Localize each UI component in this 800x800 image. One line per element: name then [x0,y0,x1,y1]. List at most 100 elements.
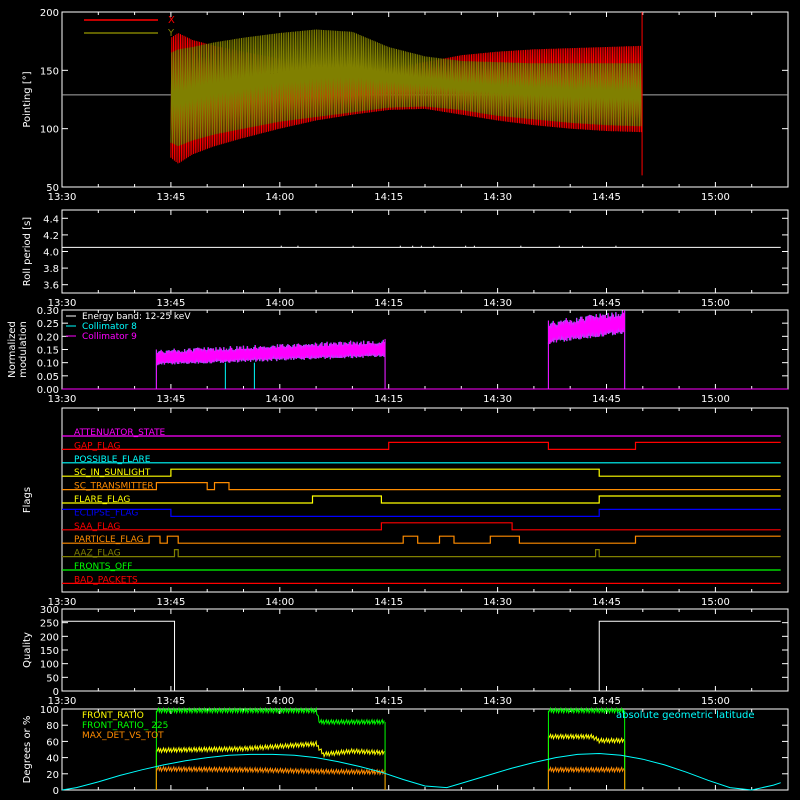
series-line-Collimator-9 [156,339,386,366]
series-line-latitude [61,752,781,791]
y-tick-label: 3.6 [43,281,59,292]
x-tick-label: 14:00 [265,696,294,707]
y-axis-label: Normalized [7,321,18,378]
x-tick-label: 14:30 [483,192,512,203]
x-tick-label: 14:15 [374,597,403,608]
flag-label-SAA_FLAG: SAA_FLAG [74,522,120,532]
y-tick-label: 0.15 [37,346,59,357]
flag-label-POSSIBLE_FLARE: POSSIBLE_FLARE [74,455,151,465]
y-tick-label: 0 [53,687,59,698]
flag-line-SAA_FLAG [62,522,781,531]
flag-label-SC_TRANSMITTER: SC_TRANSMITTER [74,482,154,492]
x-tick-label: 14:30 [483,298,512,309]
series-line-FRONT_RATIO_-225 [547,706,625,715]
x-tick-label: 13:30 [48,597,77,608]
legend-label: FRONT_RATIO [82,711,144,721]
x-tick-label: 13:30 [48,696,77,707]
x-tick-label: 14:45 [592,394,621,405]
x-tick-label: 14:00 [265,394,294,405]
y-tick-label: 0 [53,786,59,797]
flag-line-PARTICLE_FLAG [62,535,781,544]
y-axis-label: modulation [18,321,29,378]
panel-roll: 13:30 13:45 14:00 14:15 14:30 14:45 15:00 3.6 3.… [22,209,789,309]
x-tick-label: 13:30 [48,394,77,405]
series-line-FRONT_RATIO [155,739,385,759]
flag-line-AAZ_FLAG [62,548,781,558]
x-tick-label: 13:30 [48,192,77,203]
y-tick-label: 0.30 [37,306,59,317]
y-tick-label: 200 [40,8,59,19]
y-tick-label: 0.00 [37,385,59,396]
x-tick-label: 15:00 [701,597,730,608]
flag-line-GAP_FLAG [62,441,781,450]
x-tick-label: 14:15 [374,394,403,405]
flag-label-PARTICLE_FLAG: PARTICLE_FLAG [74,535,144,545]
series-line-MAX_DET_VS_TOT [547,766,625,774]
y-tick-label: 100 [40,660,59,671]
flag-label-SC_IN_SUNLIGHT: SC_IN_SUNLIGHT [74,468,151,478]
x-tick-label: 14:30 [483,394,512,405]
x-tick-label: 13:45 [156,192,185,203]
y-tick-label: 0.05 [37,372,59,383]
flag-line-SC_IN_SUNLIGHT [62,468,781,477]
legend-label-Y: Y [167,28,175,39]
series-line-FRONT_RATIO [547,732,625,745]
x-tick-label: 14:45 [592,192,621,203]
x-tick-label: 14:15 [374,192,403,203]
series-line-quality [62,620,781,692]
y-tick-label: 200 [40,632,59,643]
x-tick-label: 15:00 [701,192,730,203]
x-tick-label: 14:30 [483,597,512,608]
flag-label-GAP_FLAG: GAP_FLAG [74,441,120,451]
legend-label: Collimator 8 [82,322,137,332]
panel-ratios: 0 20 40 60 80 100 Degrees or % FRONT_RATIOFRONT… [22,705,789,797]
y-tick-label: 50 [46,673,59,684]
panel-quality: 13:30 13:45 14:00 14:15 14:30 14:45 15:00 0 50 10… [22,605,789,707]
latitude-annotation: absolute geometric latitude [616,710,755,721]
legend-label: Energy band: 12-25 keV [82,312,191,322]
y-tick-label: 40 [46,754,59,765]
y-axis-label: Flags [22,487,33,513]
legend-label: FRONT_RATIO_ 225 [82,721,168,731]
x-tick-label: 13:30 [48,298,77,309]
flag-label-FLARE_FLAG: FLARE_FLAG [74,495,130,505]
y-tick-label: 4.4 [43,214,59,225]
flag-label-ECLIPSE_FLAG: ECLIPSE_FLAG [74,508,138,518]
flag-line-ECLIPSE_FLAG [62,508,781,518]
y-tick-label: 20 [46,770,59,781]
x-tick-label: 14:15 [374,696,403,707]
flag-line-FLARE_FLAG [62,495,781,504]
flag-line-SC_TRANSMITTER [62,482,781,491]
x-tick-label: 14:30 [483,696,512,707]
x-tick-label: 14:00 [265,298,294,309]
y-axis-label: Degrees or % [22,716,33,784]
y-tick-label: 0.25 [37,319,59,330]
x-tick-label: 14:45 [592,597,621,608]
y-tick-label: 100 [40,125,59,136]
x-tick-label: 14:15 [374,298,403,309]
x-tick-label: 13:45 [156,696,185,707]
y-tick-label: 150 [40,646,59,657]
y-tick-label: 3.8 [43,264,59,275]
y-tick-label: 50 [46,183,59,194]
y-tick-label: 100 [40,705,59,716]
panel-modulation: 13:30 13:45 14:00 14:15 14:30 14:45 15:00 0.00 0… [7,306,789,405]
series-line-Y [170,29,642,147]
y-tick-label: 300 [40,605,59,616]
x-tick-label: 13:45 [156,394,185,405]
flag-label-AAZ_FLAG: AAZ_FLAG [74,549,121,559]
x-tick-label: 14:00 [265,597,294,608]
y-axis-label: Quality [22,632,33,668]
series-line-Collimator-9 [548,310,626,345]
flag-label-FRONTS_OFF: FRONTS_OFF [74,562,132,572]
panel-pointing: 13:30 13:45 14:00 14:15 14:30 14:45 15:00 50 100… [22,8,789,203]
x-tick-label: 14:00 [265,192,294,203]
x-tick-label: 15:00 [701,298,730,309]
x-tick-label: 15:00 [701,394,730,405]
x-tick-label: 13:45 [156,597,185,608]
y-axis-label: Roll period [s] [22,217,33,286]
panel-frame [61,209,789,294]
x-tick-label: 14:45 [592,298,621,309]
x-tick-label: 13:45 [156,298,185,309]
